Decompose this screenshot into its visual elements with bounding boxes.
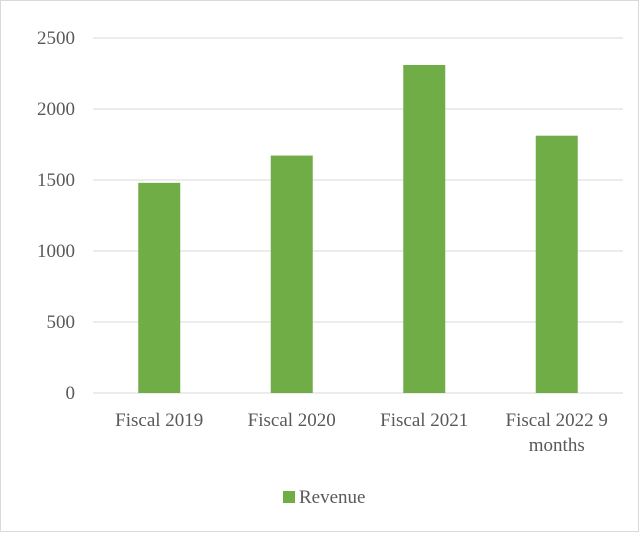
y-tick-label: 1000 [37,241,75,262]
y-tick-label: 2500 [37,28,75,49]
x-tick-label-line: Fiscal 2019 [115,410,203,431]
x-tick-label-line: Fiscal 2021 [380,410,468,431]
legend-swatch-revenue [283,491,295,503]
x-tick-label: Fiscal 2020 [248,410,336,431]
x-axis-tick-labels: Fiscal 2019 Fiscal 2020 Fiscal 2021 Fiscal … [115,410,608,456]
legend-label-revenue: Revenue [299,487,365,508]
y-tick-label: 2000 [37,99,75,120]
y-tick-label: 1500 [37,170,75,191]
y-axis-tick-labels: 0 500 1000 1500 2000 2500 [37,28,75,404]
bars [138,64,578,394]
x-tick-label-line: months [529,435,585,456]
gridlines [93,37,623,394]
bar-2 [270,155,313,393]
x-tick-label: Fiscal 2019 [115,410,203,431]
x-tick-label: Fiscal 2021 [380,410,468,431]
x-tick-label: Fiscal 2022 9 months [506,410,608,456]
y-tick-label: 0 [66,383,76,404]
bar-1 [138,182,181,393]
bar-3 [403,64,446,394]
bar-4 [535,135,578,394]
y-tick-label: 500 [47,312,76,333]
legend: Revenue [283,487,365,508]
x-tick-label-line: Fiscal 2020 [248,410,336,431]
x-tick-label-line: Fiscal 2022 9 [506,410,608,431]
